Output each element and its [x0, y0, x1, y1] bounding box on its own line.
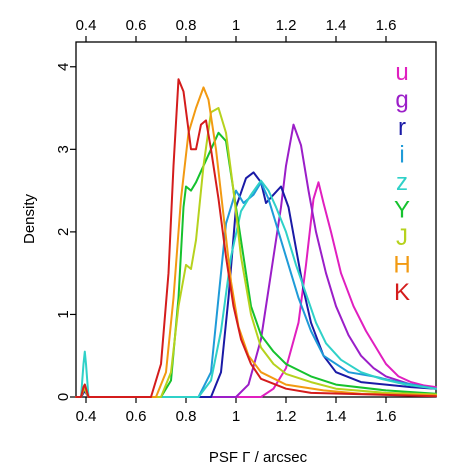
legend-entry-r: r: [398, 114, 406, 141]
top-tick-label: 1.2: [276, 17, 297, 34]
legend-entry-K: K: [394, 279, 410, 306]
series-line-z: [75, 179, 437, 398]
legend-entry-g: g: [395, 87, 408, 114]
plot-frame: [75, 41, 437, 398]
y-tick-label: 1: [55, 310, 72, 318]
top-tick-label: 0.4: [76, 17, 97, 34]
legend-entry-i: i: [399, 142, 404, 169]
series-line-r: [75, 171, 437, 398]
x-tick-label: 0.6: [126, 408, 147, 425]
series-line-K: [75, 78, 437, 398]
legend-entry-u: u: [395, 59, 408, 86]
x-tick-label: 0.4: [76, 408, 97, 425]
top-tick-label: 0.8: [176, 17, 197, 34]
bottom-axis-ticks: 0.4 0.6 0.8 1 1.2 1.4 1.6: [76, 397, 397, 425]
top-tick-label: 1.6: [376, 17, 397, 34]
series-layer: [75, 78, 437, 398]
top-tick-label: 0.6: [126, 17, 147, 34]
top-tick-label: 1: [232, 17, 240, 34]
x-tick-label: 1.6: [376, 408, 397, 425]
left-axis-ticks: 0 1 2 3 4: [55, 63, 76, 401]
y-tick-label: 2: [55, 228, 72, 236]
top-axis-ticks: 0.4 0.6 0.8 1 1.2 1.4 1.6: [76, 17, 397, 42]
y-axis-title: Density: [21, 193, 38, 244]
x-tick-label: 1: [232, 408, 240, 425]
y-tick-label: 0: [55, 393, 72, 401]
legend-entry-J: J: [396, 224, 408, 251]
top-tick-label: 1.4: [326, 17, 347, 34]
x-tick-label: 1.2: [276, 408, 297, 425]
legend-entry-Y: Y: [394, 197, 410, 224]
x-tick-label: 0.8: [176, 408, 197, 425]
legend-entry-z: z: [396, 169, 408, 196]
y-tick-label: 4: [55, 63, 72, 71]
x-axis-title: PSF Γ / arcsec: [209, 449, 308, 466]
y-tick-label: 3: [55, 145, 72, 153]
x-tick-label: 1.4: [326, 408, 347, 425]
legend-entry-H: H: [393, 252, 410, 279]
series-line-H: [75, 86, 437, 398]
